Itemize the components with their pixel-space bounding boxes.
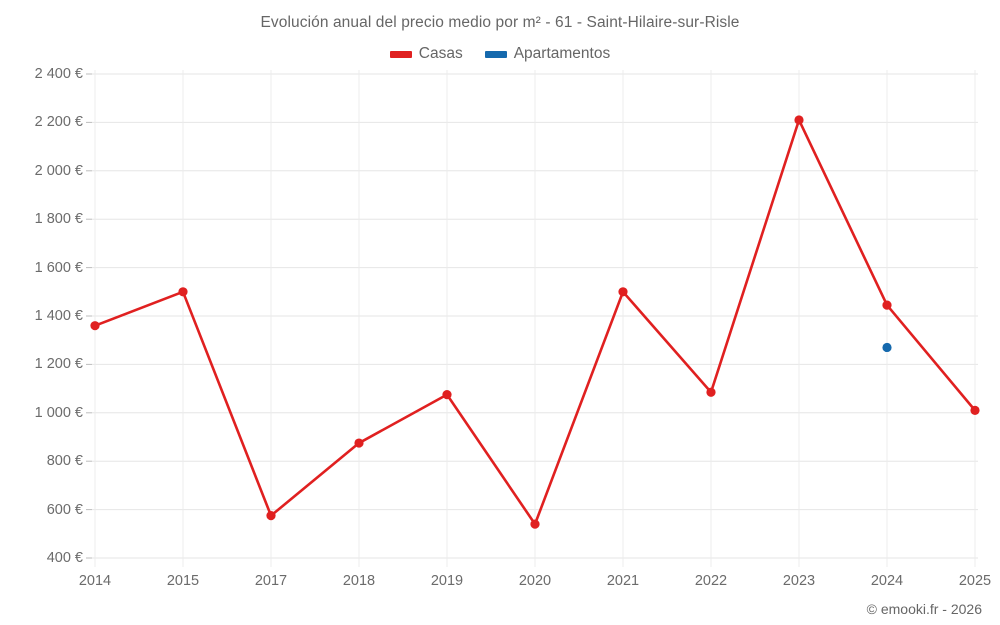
y-axis-tick-label: 1 600 €	[34, 259, 83, 276]
data-point-casas-2014[interactable]	[90, 321, 100, 331]
y-axis-tick-label: 2 200 €	[34, 114, 83, 131]
y-axis-tick-label: 400 €	[46, 550, 83, 566]
data-point-apartamentos-2024[interactable]	[882, 342, 892, 353]
x-axis-tick-label: 2017	[254, 573, 288, 589]
x-axis-tick-label: 2018	[342, 573, 376, 589]
legend-swatch-apartamentos	[484, 50, 507, 58]
data-point-casas-2018[interactable]	[354, 438, 364, 448]
chart-legend: Casas Apartamentos	[0, 45, 1000, 63]
data-point-casas-2017[interactable]	[266, 511, 276, 521]
legend-item-apartamentos[interactable]: Apartamentos	[484, 45, 611, 63]
x-axis-tick-label: 2020	[518, 573, 552, 589]
data-point-casas-2021[interactable]	[618, 287, 628, 297]
x-axis-tick-label: 2015	[166, 573, 200, 589]
x-axis-tick-label: 2023	[782, 573, 816, 589]
data-point-casas-2015[interactable]	[178, 287, 188, 297]
x-axis-tick-label: 2025	[958, 573, 992, 589]
legend-label-apartamentos: Apartamentos	[513, 45, 611, 62]
y-axis-tick-label: 1 400 €	[34, 308, 83, 324]
x-axis-tick-label: 2021	[606, 573, 640, 589]
axis-lines	[86, 73, 92, 559]
legend-swatch-casas	[389, 50, 412, 58]
data-point-casas-2022[interactable]	[706, 387, 716, 397]
data-point-casas-2020[interactable]	[530, 519, 540, 529]
footer-credit: © emooki.fr - 2026	[866, 601, 982, 617]
x-axis-tick-label: 2019	[430, 573, 464, 589]
y-axis-tick-label: 1 000 €	[34, 404, 83, 421]
y-axis-tick-label: 800 €	[46, 453, 83, 470]
x-axis-tick-label: 2014	[78, 573, 112, 589]
y-axis-tick-label: 1 200 €	[34, 356, 83, 373]
y-axis-tick-label: 2 000 €	[34, 162, 83, 179]
data-point-casas-2019[interactable]	[442, 390, 452, 400]
chart-title: Evolución anual del precio medio por m² …	[260, 14, 740, 31]
y-axis-tick-label: 1 800 €	[34, 211, 83, 228]
data-point-casas-2025[interactable]	[970, 405, 980, 415]
grid-lines	[92, 70, 978, 567]
x-axis-tick-label: 2024	[870, 573, 904, 589]
data-point-casas-2024[interactable]	[882, 300, 892, 310]
x-axis-tick-label: 2022	[694, 573, 728, 589]
series-points	[90, 115, 980, 529]
y-axis-tick-label: 600 €	[46, 501, 83, 518]
data-point-casas-2023[interactable]	[794, 115, 804, 125]
legend-item-casas[interactable]: Casas	[389, 45, 463, 63]
y-axis-tick-label: 2 400 €	[34, 66, 83, 82]
legend-label-casas: Casas	[418, 45, 463, 62]
